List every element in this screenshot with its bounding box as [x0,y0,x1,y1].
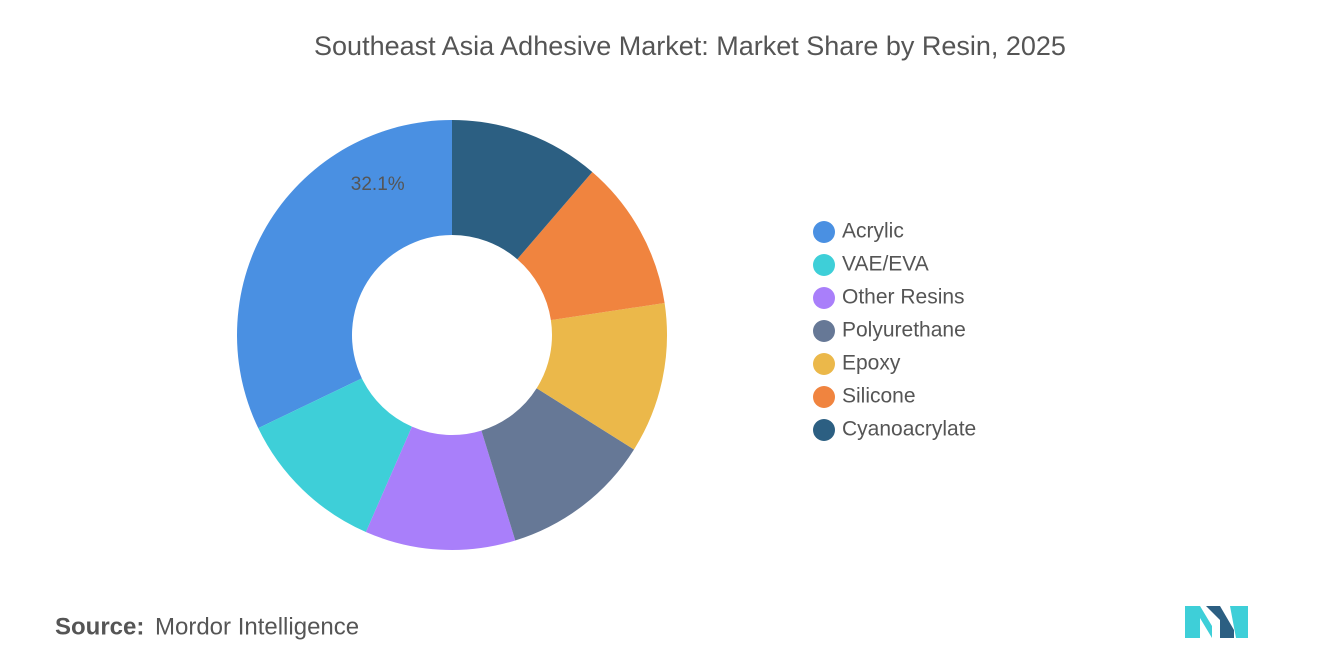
donut-slice [536,303,667,450]
legend-label: Polyurethane [842,319,966,342]
legend-swatch [813,221,835,243]
legend-swatch [813,254,835,276]
legend-swatch [813,353,835,375]
donut-slice [481,388,635,541]
logo [1185,606,1248,638]
source-label: Source: [55,613,144,640]
source: Mordor Intelligence [155,613,359,640]
donut-slice [237,120,452,429]
legend-label: VAE/EVA [842,253,929,276]
legend-label: Epoxy [842,352,901,375]
legend-label: Acrylic [842,220,904,243]
legend-label: Other Resins [842,286,965,309]
legend-swatch [813,287,835,309]
donut-slice [517,172,665,321]
donut-slice [452,120,593,260]
donut-slice [365,426,516,550]
data-label: 32.1% [351,174,405,195]
legend-label: Cyanoacrylate [842,418,976,441]
chart-title: Southeast Asia Adhesive Market: Market S… [314,31,1066,61]
legend-swatch [813,386,835,408]
legend-swatch [813,419,835,441]
donut-slice [258,378,412,533]
legend-label: Silicone [842,385,916,408]
legend-swatch [813,320,835,342]
